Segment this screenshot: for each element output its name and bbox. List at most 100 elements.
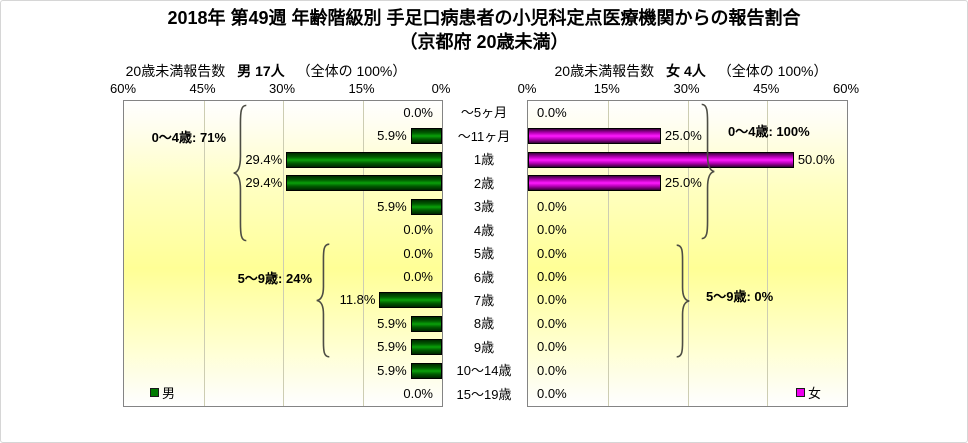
male-legend: 男 [150,383,175,402]
chart-subtitle: （京都府 20歳未満） [399,32,569,52]
female-bar-row-6: 0.0% [528,242,847,265]
male-brace-5-9 [314,243,332,358]
female-axis-tick-1: 15% [593,81,620,96]
female-rows: 0.0% 25.0% 50.0% 25.0% 0.0% 0.0% 0.0% 0.0% 0.0% 0… [528,101,847,406]
age-axis-label-6: 5歳 [473,246,495,262]
female-bar-value-label-9: 0.0% [537,315,567,331]
female-bar-row-4: 0.0% [528,195,847,218]
female-bar-value-label-4: 0.0% [537,198,567,214]
male-bar-row-7: 0.0% [124,265,442,288]
male-rows: 0.0% 5.9% 29.4% 29.4% 5.9% 0.0% 0.0% 0.0% 11.8% 5… [124,101,442,406]
female-bar-value-label-6: 0.0% [537,245,567,261]
male-annotation-5-9: 5～9歳: 24% [237,271,312,286]
female-bar-value-label-10: 0.0% [537,339,567,355]
chart-title: 2018年 第49週 年齢階級別 手足口病患者の小児科定点医療機関からの報告割合 [167,8,801,28]
female-axis-tick-2: 30% [673,81,700,96]
female-legend-swatch-icon [795,388,805,397]
male-bar-11 [410,362,442,379]
male-gridline-30 [283,101,284,406]
female-bar-3 [528,175,661,192]
male-bar-row-6: 0.0% [124,242,442,265]
female-bar-row-2: 50.0% [528,148,847,171]
female-bar-row-1: 25.0% [528,124,847,147]
male-bar-row-0: 0.0% [124,101,442,124]
male-legend-label: 男 [162,386,176,401]
male-bar-value-label-8: 11.8% [339,292,376,308]
male-bar-9 [410,315,442,332]
age-axis-label-4: 3歳 [473,199,495,215]
female-bar-value-label-3: 25.0% [664,175,702,191]
male-bar-value-label-10: 5.9% [377,339,407,355]
male-bar-row-9: 5.9% [124,312,442,335]
female-bar-1 [528,128,661,145]
male-bar-row-10: 5.9% [124,336,442,359]
female-bar-value-label-1: 25.0% [664,128,702,144]
male-bar-value-label-9: 5.9% [377,315,407,331]
female-bar-row-3: 25.0% [528,171,847,194]
female-header-group: 女 4人 [666,63,706,79]
male-axis-tick-3: 15% [348,81,375,96]
female-bar-value-label-7: 0.0% [537,269,567,285]
male-bar-row-12: 0.0% [124,383,442,406]
male-bar-row-5: 0.0% [124,218,442,241]
male-bar-value-label-4: 5.9% [377,198,407,214]
male-header-prefix: 20歳未満報告数 [125,63,226,79]
male-axis-tick-4: 0% [431,81,451,96]
male-annotation-0-4: 0～4歳: 71% [151,130,226,145]
male-plot-area: 0.0% 5.9% 29.4% 29.4% 5.9% 0.0% 0.0% 0.0% 11.8% 5… [123,100,443,407]
female-bar-value-label-11: 0.0% [537,362,567,378]
female-annotation-0-4: 0～4歳: 100% [728,124,810,139]
male-gridline-45 [203,101,205,406]
female-axis-ticks: 0% 15% 30% 45% 60% [518,81,859,96]
female-bar-row-12: 0.0% [528,383,847,406]
male-gridline-15 [362,101,364,406]
female-axis-tick-3: 45% [753,81,780,96]
male-bar-8 [379,292,442,309]
female-bar-row-5: 0.0% [528,218,847,241]
female-bar-value-label-8: 0.0% [537,292,567,308]
female-bar-row-0: 0.0% [528,101,847,124]
female-axis-tick-0: 0% [517,81,537,96]
female-header-suffix: （全体の 100%） [717,63,828,79]
age-axis-label-1: ～11ヶ月 [457,128,511,144]
female-bar-row-11: 0.0% [528,359,847,382]
male-bar-row-3: 29.4% [124,171,442,194]
male-bar-row-11: 5.9% [124,359,442,382]
male-axis-tick-2: 30% [268,81,296,96]
female-legend-label: 女 [807,386,821,401]
male-bar-row-1: 5.9% [124,124,442,147]
male-bar-value-label-2: 29.4% [245,151,283,167]
age-axis-labels: ～5ヶ月 ～11ヶ月 1歳 2歳 3歳 4歳 5歳 6歳 7歳 8歳 9歳 10～14歳 15～19歳 [442,100,526,405]
male-bar-value-label-3: 29.4% [245,175,283,191]
male-axis-tick-0: 60% [109,81,137,96]
age-axis-label-9: 8歳 [473,316,495,332]
male-bar-row-4: 5.9% [124,195,442,218]
male-legend-swatch-icon [150,388,159,397]
male-bar-row-8: 11.8% [124,289,442,312]
female-gridline-45 [767,101,769,406]
age-axis-label-0: ～5ヶ月 [460,105,508,121]
female-brace-0-4 [699,103,717,240]
female-bar-2 [528,151,794,168]
male-bar-1 [410,128,442,145]
male-bar-value-label-5: 0.0% [403,222,433,238]
age-axis-label-2: 1歳 [473,152,495,168]
male-header-group: 男 17人 [237,63,285,79]
male-bar-value-label-7: 0.0% [403,269,433,285]
age-axis-label-3: 2歳 [473,175,495,191]
male-bar-value-label-6: 0.0% [403,245,433,261]
male-bar-value-label-1: 5.9% [377,128,407,144]
female-bar-row-7: 0.0% [528,265,847,288]
age-axis-label-10: 9歳 [473,339,495,355]
age-axis-label-8: 7歳 [473,292,495,308]
female-bar-row-10: 0.0% [528,336,847,359]
female-bar-value-label-5: 0.0% [537,222,567,238]
male-axis-ticks: 60% 45% 30% 15% 0% [110,81,450,96]
male-panel-header: 20歳未満報告数 男 17人 （全体の 100%） [101,61,431,81]
female-plot-area: 0.0% 25.0% 50.0% 25.0% 0.0% 0.0% 0.0% 0.0% 0.0% 0… [527,100,848,407]
female-gridlines [528,101,847,406]
male-bar-2 [286,151,442,168]
female-bar-value-label-12: 0.0% [537,386,567,402]
female-gridline-30 [687,101,689,406]
